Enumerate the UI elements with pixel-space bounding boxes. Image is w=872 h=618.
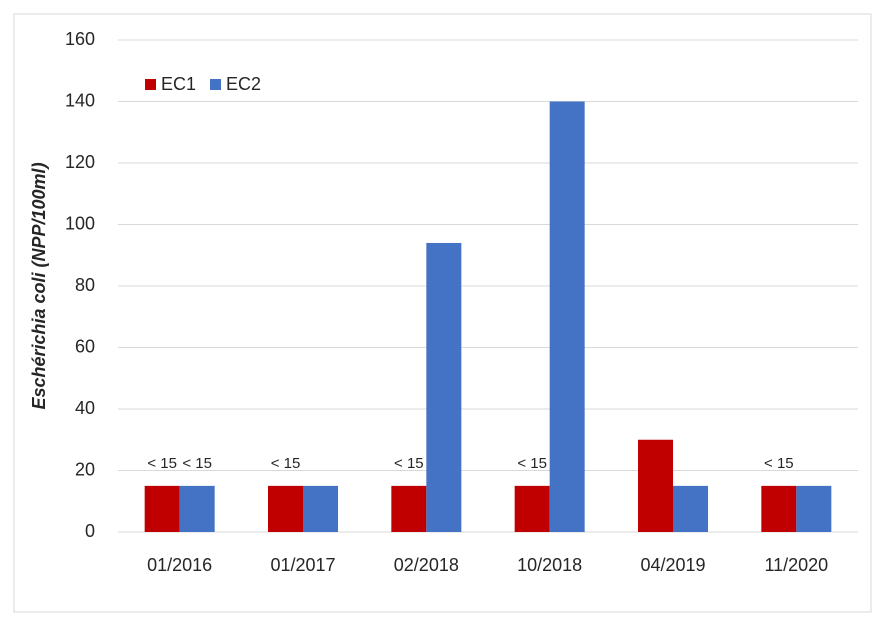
x-tick-label: 01/2016 <box>147 555 212 575</box>
x-tick-label: 10/2018 <box>517 555 582 575</box>
bar <box>144 485 180 532</box>
x-tick-label: 02/2018 <box>394 555 459 575</box>
bar <box>796 485 832 532</box>
legend-swatch <box>145 79 156 90</box>
bar <box>426 242 462 532</box>
x-tick-label: 04/2019 <box>640 555 705 575</box>
y-tick-label: 80 <box>75 275 95 295</box>
bar <box>268 485 303 532</box>
bar <box>514 485 550 532</box>
legend-label: EC2 <box>226 74 261 94</box>
x-tick-label: 01/2017 <box>270 555 335 575</box>
legend-swatch <box>210 79 222 90</box>
bar <box>303 485 338 532</box>
data-label: < 15 <box>147 455 177 472</box>
bar <box>638 439 673 532</box>
bar <box>391 485 427 532</box>
x-tick-label: 11/2020 <box>764 555 828 575</box>
bar <box>179 485 215 532</box>
bar <box>549 101 585 532</box>
y-tick-label: 20 <box>75 459 95 479</box>
y-tick-label: 160 <box>65 29 95 49</box>
data-label: < 15 <box>394 455 424 472</box>
y-tick-label: 40 <box>75 398 95 418</box>
bar <box>761 485 797 532</box>
bar <box>673 485 708 532</box>
y-tick-label: 0 <box>85 521 95 541</box>
data-label: < 15 <box>517 455 547 472</box>
y-tick-label: 60 <box>75 336 95 356</box>
y-tick-label: 120 <box>65 152 95 172</box>
data-label: < 15 <box>182 455 212 472</box>
legend-label: EC1 <box>161 74 196 94</box>
y-tick-label: 100 <box>65 213 95 233</box>
data-label: < 15 <box>764 455 794 472</box>
data-label: < 15 <box>271 455 301 472</box>
y-tick-label: 140 <box>65 90 95 110</box>
y-axis-title: Eschérichia coli (NPP/100ml) <box>29 162 49 409</box>
